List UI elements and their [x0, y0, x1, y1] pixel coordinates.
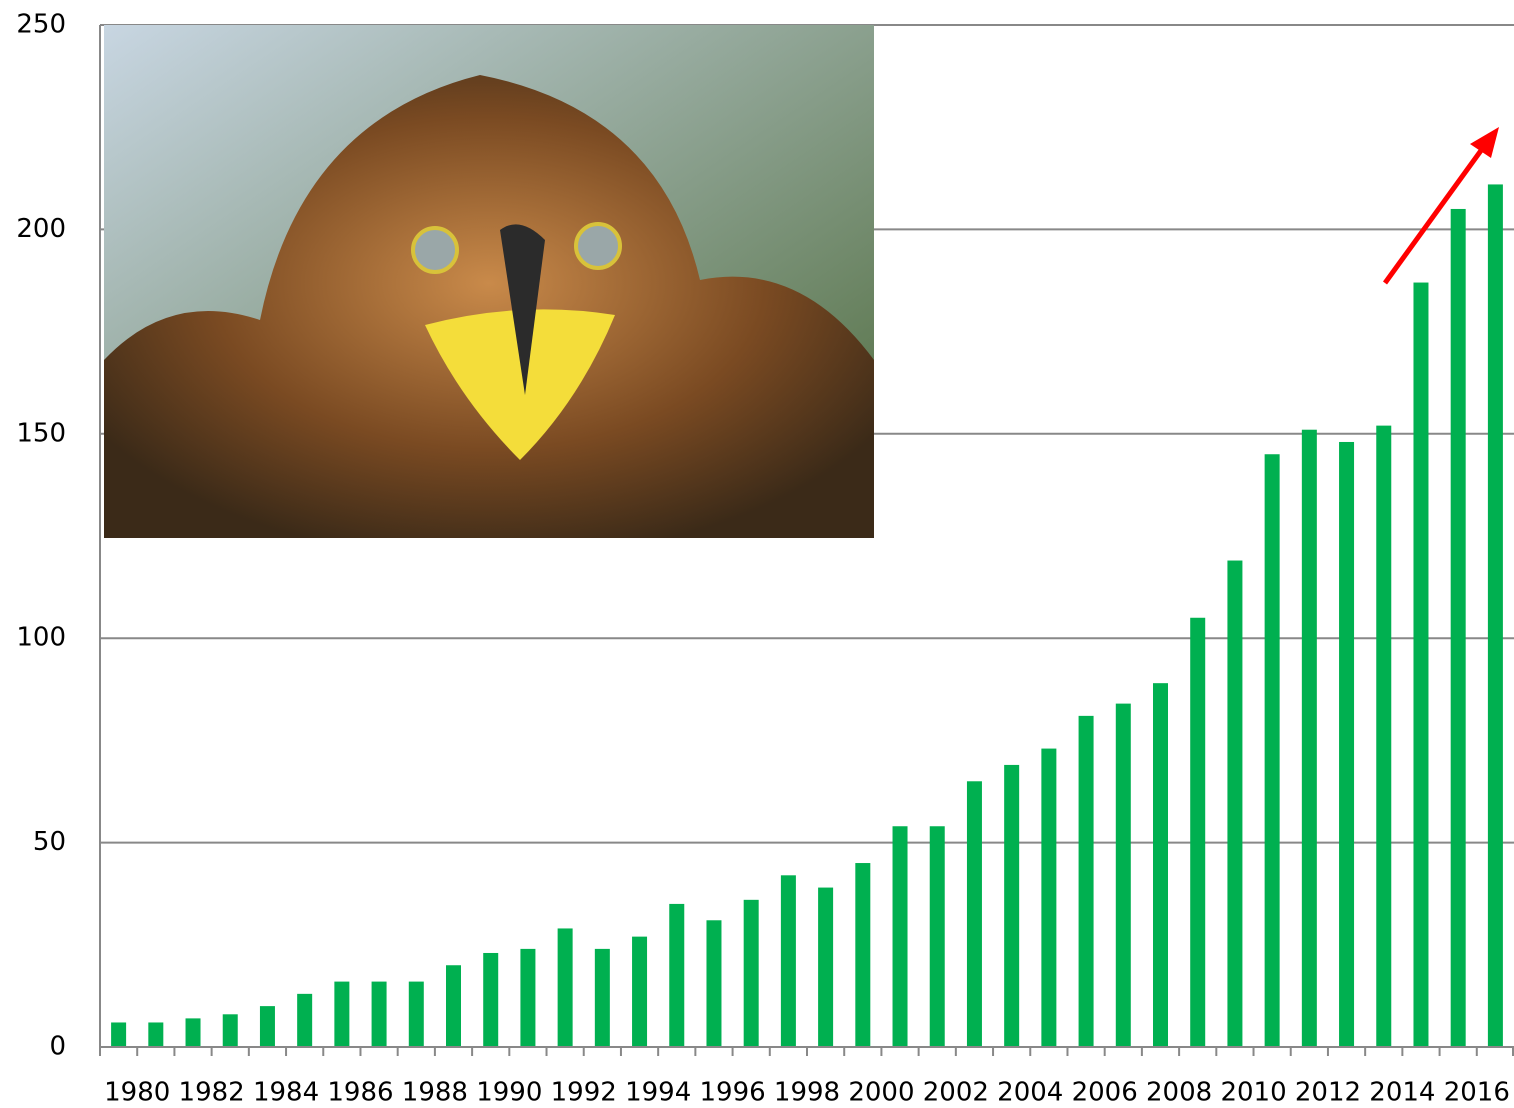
bar [148, 1022, 164, 1047]
bar [1153, 683, 1168, 1047]
y-tick-label: 100 [16, 623, 66, 653]
bar [1078, 715, 1094, 1047]
bar [1487, 184, 1503, 1047]
bar [297, 993, 313, 1047]
bar [446, 965, 461, 1047]
x-tick-label: 1994 [625, 1078, 691, 1108]
x-tick-label: 1986 [327, 1078, 393, 1108]
x-tick-label: 2002 [923, 1078, 989, 1108]
photo [104, 25, 874, 538]
bar [669, 903, 685, 1047]
bar [259, 1006, 275, 1047]
bar [483, 952, 499, 1047]
y-tick-label: 150 [16, 418, 66, 448]
bar [1190, 617, 1206, 1047]
bar [1450, 208, 1466, 1047]
x-tick-label: 1984 [253, 1078, 319, 1108]
x-tick-label: 2008 [1146, 1078, 1212, 1108]
x-tick-label: 2000 [848, 1078, 914, 1108]
bar [222, 1014, 238, 1047]
y-tick-label: 250 [16, 10, 66, 40]
x-tick-label: 1990 [476, 1078, 542, 1108]
trend-arrow [1382, 127, 1499, 285]
x-tick-label: 2016 [1444, 1078, 1510, 1108]
bar [408, 981, 424, 1047]
bar [632, 936, 648, 1047]
bar [1004, 764, 1020, 1047]
bar [780, 875, 796, 1047]
bar [1264, 454, 1280, 1047]
y-tick-label: 200 [16, 214, 66, 244]
x-tick-label: 1988 [402, 1078, 468, 1108]
bar [743, 899, 759, 1047]
y-tick-label: 50 [33, 827, 66, 857]
bar [594, 948, 610, 1047]
bar [706, 920, 722, 1047]
bar [892, 826, 908, 1047]
x-tick-label: 2006 [1072, 1078, 1138, 1108]
y-tick-label: 0 [49, 1032, 66, 1062]
x-tick-label: 1980 [104, 1078, 170, 1108]
bar [855, 863, 871, 1047]
bar [371, 981, 387, 1047]
bar [818, 887, 834, 1047]
x-tick-label: 2012 [1295, 1078, 1361, 1108]
bar [1301, 429, 1317, 1047]
bar [1413, 282, 1429, 1047]
x-tick-label: 2010 [1220, 1078, 1286, 1108]
bar [1376, 425, 1392, 1047]
x-tick-label: 2004 [997, 1078, 1063, 1108]
x-tick-label: 1982 [179, 1078, 245, 1108]
x-tick-label: 2014 [1369, 1078, 1435, 1108]
bar [334, 981, 350, 1047]
bar [966, 781, 982, 1047]
bar [929, 826, 945, 1047]
x-tick-label: 1992 [551, 1078, 617, 1108]
bar [111, 1022, 127, 1047]
bar [1115, 703, 1131, 1047]
bar [520, 948, 536, 1047]
bar [1227, 560, 1243, 1047]
bar [1041, 748, 1057, 1047]
bar [557, 928, 573, 1047]
x-tick-label: 1998 [774, 1078, 840, 1108]
bar [1339, 441, 1355, 1047]
x-tick-label: 1996 [699, 1078, 765, 1108]
bar [185, 1018, 201, 1047]
